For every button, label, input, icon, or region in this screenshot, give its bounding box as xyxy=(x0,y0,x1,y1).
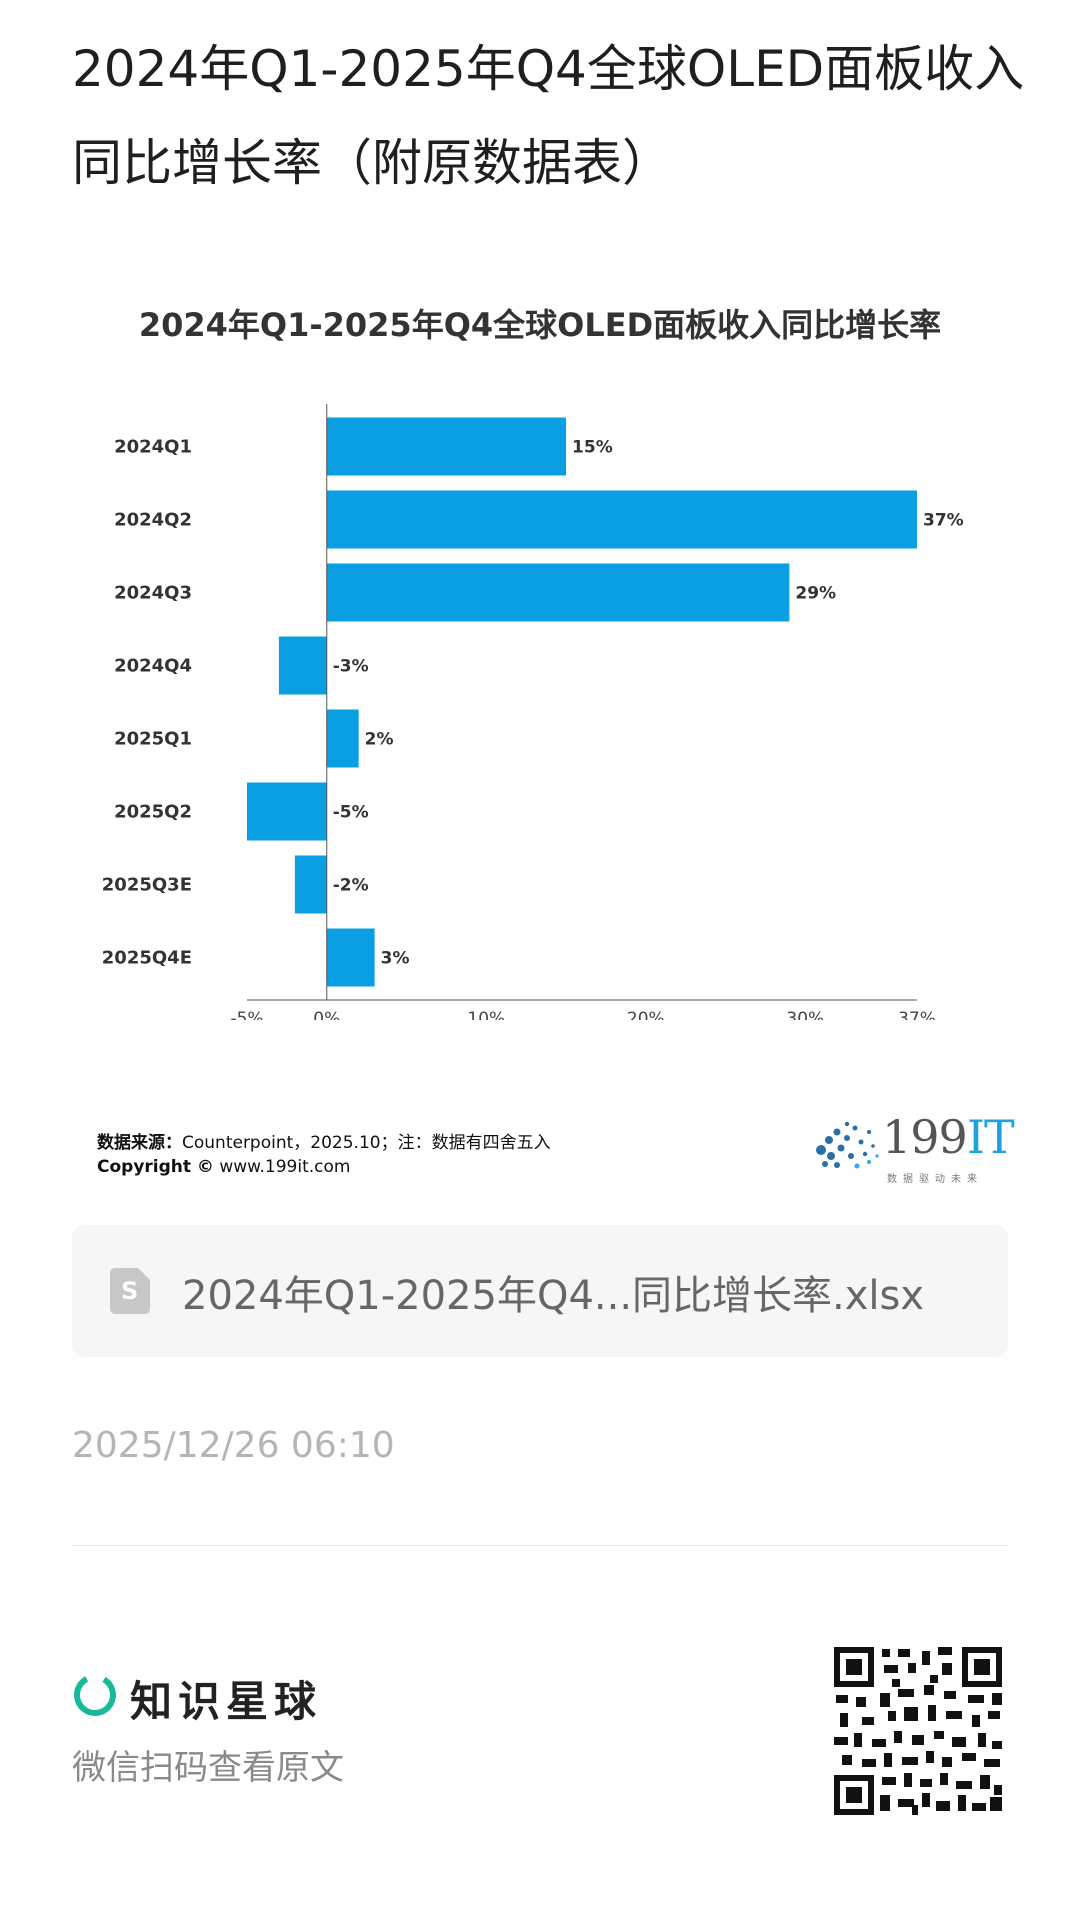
bar xyxy=(278,636,327,695)
bar-chart: 2024Q1 15% 2024Q2 37% 2024Q3 29% 2024Q4 -3% 2025… xyxy=(102,404,964,1020)
category-label: 2025Q1 xyxy=(114,729,192,750)
bar xyxy=(326,417,567,476)
data-label: 37% xyxy=(923,511,964,531)
data-label: -3% xyxy=(333,657,369,677)
copyright-label: Copyright © xyxy=(97,1157,214,1177)
data-label: 3% xyxy=(381,949,410,969)
x-tick-label: 30% xyxy=(786,1009,824,1020)
data-label: -5% xyxy=(333,803,369,823)
x-tick-label: 20% xyxy=(627,1009,665,1020)
bar xyxy=(294,855,327,914)
bar xyxy=(247,782,327,841)
brand-number: 199 xyxy=(882,1110,968,1164)
brand-slogan: 数据驱动未来 xyxy=(887,1174,983,1185)
source-label: 数据来源： xyxy=(97,1133,182,1153)
data-label: 2% xyxy=(365,730,394,750)
data-source: 数据来源：Counterpoint，2025.10；注：数据有四舍五入 xyxy=(97,1128,551,1153)
bar xyxy=(326,709,359,768)
data-label: 29% xyxy=(795,584,836,604)
x-tick-label: 0% xyxy=(313,1009,340,1020)
attachment-card[interactable]: S 2024年Q1-2025年Q4...同比增长率.xlsx xyxy=(72,1225,1008,1357)
bar xyxy=(326,490,917,549)
category-label: 2025Q4E xyxy=(102,948,192,969)
brand-name: 知识星球 xyxy=(130,1677,323,1726)
qr-code[interactable] xyxy=(832,1645,1004,1817)
brand-wordmark: 199IT xyxy=(882,1110,1015,1164)
scan-hint: 微信扫码查看原文 xyxy=(72,1748,344,1788)
spreadsheet-file-icon: S xyxy=(110,1268,150,1314)
x-tick-label: 10% xyxy=(467,1009,505,1020)
divider xyxy=(72,1545,1008,1546)
category-label: 2024Q4 xyxy=(114,656,192,677)
chart-card: 2024年Q1-2025年Q4全球OLED面板收入同比增长率 2024Q1 15%… xyxy=(72,270,1015,1200)
source-text: Counterpoint，2025.10；注：数据有四舍五入 xyxy=(182,1133,551,1153)
attachment-file-name[interactable]: 2024年Q1-2025年Q4...同比增长率.xlsx xyxy=(182,1273,925,1319)
copyright-url: www.199it.com xyxy=(219,1157,351,1177)
copyright: Copyright © www.199it.com xyxy=(97,1157,350,1177)
chart-title: 2024年Q1-2025年Q4全球OLED面板收入同比增长率 xyxy=(138,306,942,344)
bar xyxy=(326,928,375,987)
category-label: 2025Q2 xyxy=(114,802,192,823)
data-label: -2% xyxy=(333,876,369,896)
post-timestamp: 2025/12/26 06:10 xyxy=(72,1425,395,1466)
file-icon-letter: S xyxy=(121,1277,139,1305)
x-tick-label: 37% xyxy=(898,1009,936,1020)
data-label: 15% xyxy=(572,438,613,458)
bar xyxy=(326,563,790,622)
brand-dots-icon xyxy=(816,1121,879,1169)
x-tick-label: -5% xyxy=(230,1009,263,1020)
category-label: 2024Q1 xyxy=(114,437,192,458)
category-label: 2025Q3E xyxy=(102,875,192,896)
page-title: 2024年Q1-2025年Q4全球OLED面板收入同比增长率（附原数据表） xyxy=(72,40,1025,192)
planet-logo-icon xyxy=(74,1674,116,1716)
category-label: 2024Q2 xyxy=(114,510,192,531)
category-label: 2024Q3 xyxy=(114,583,192,604)
brand-it: IT xyxy=(966,1110,1015,1164)
